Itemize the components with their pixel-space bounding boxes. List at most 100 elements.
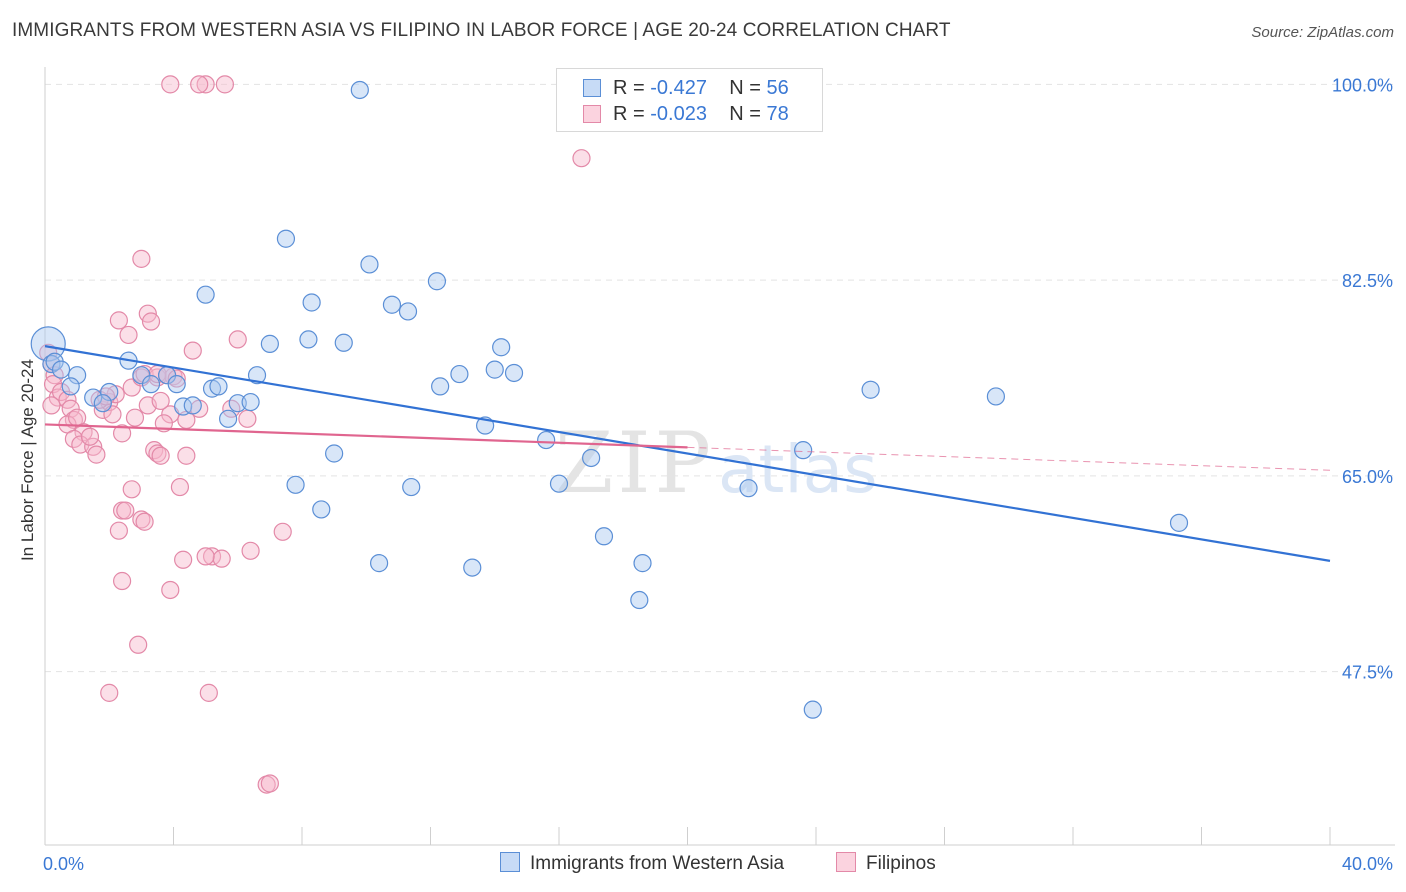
- filipino-point: [112, 424, 132, 443]
- western-asia-point: [427, 272, 447, 291]
- filipino-point: [119, 325, 138, 345]
- legend-swatch-pink: [583, 105, 601, 123]
- filipino-point: [132, 510, 151, 529]
- source-link[interactable]: ZipAtlas.com: [1307, 24, 1394, 41]
- western-asia-point: [196, 285, 215, 304]
- filipinos-points: [39, 75, 591, 794]
- western-asia-point: [219, 409, 238, 428]
- western-asia-point: [42, 354, 61, 374]
- western-asia-point: [61, 377, 80, 396]
- western-asia-point: [276, 229, 296, 248]
- filipino-point: [109, 521, 128, 540]
- western-asia-point: [630, 590, 649, 610]
- western-asia-point: [986, 387, 1006, 406]
- western-asia-point: [594, 527, 614, 546]
- western-asia-point: [582, 448, 601, 468]
- filipinos-trendline: [44, 423, 688, 449]
- filipino-point: [170, 477, 190, 497]
- source-attribution: Source: ZipAtlas.com: [1251, 24, 1394, 41]
- western-asia-point: [861, 380, 880, 399]
- legend-n-label: N =: [729, 77, 767, 99]
- western-asia-point: [260, 334, 279, 353]
- y-axis-label: In Labor Force | Age 20-24: [18, 359, 37, 561]
- western-asia-point: [485, 360, 504, 379]
- legend-n-label: N =: [729, 103, 767, 125]
- filipino-point: [61, 399, 80, 418]
- filipino-point: [122, 480, 141, 499]
- western-asia-point: [312, 500, 331, 519]
- filipino-point: [190, 75, 209, 94]
- bottom-legend-western-asia[interactable]: Immigrants from Western Asia: [500, 852, 784, 875]
- bottom-legend-label-blue: Immigrants from Western Asia: [530, 853, 785, 874]
- western-asia-point: [93, 394, 112, 413]
- legend-r-label: R =: [613, 77, 651, 99]
- western-asia-point: [286, 475, 305, 494]
- western-asia-trendline: [44, 345, 1331, 562]
- western-asia-point: [504, 363, 524, 383]
- western-asia-point: [84, 388, 103, 407]
- legend-n-value: 56: [766, 77, 789, 99]
- western-asia-point: [325, 444, 344, 463]
- western-asia-points: [30, 80, 1189, 719]
- western-asia-point: [51, 360, 71, 379]
- y-tick-label: 65.0%: [1342, 467, 1393, 487]
- filipino-point: [129, 635, 148, 654]
- y-tick-label: 47.5%: [1342, 663, 1393, 683]
- correlation-legend: R = -0.427 N = 56 R = -0.023 N = 78: [556, 68, 823, 132]
- filipino-point: [100, 683, 119, 702]
- watermark-zip: ZIP: [555, 414, 715, 512]
- western-asia-point: [241, 392, 260, 412]
- filipino-point: [215, 75, 234, 94]
- source-prefix: Source:: [1251, 24, 1308, 41]
- western-asia-point: [100, 382, 119, 402]
- filipino-point: [116, 501, 135, 520]
- legend-swatch-blue: [583, 79, 601, 97]
- watermark: ZIP atlas: [555, 414, 878, 512]
- western-asia-point: [402, 477, 421, 497]
- filipino-point: [125, 408, 145, 427]
- x-tick-label: 0.0%: [43, 854, 84, 874]
- filipino-point: [132, 249, 151, 268]
- western-asia-point: [350, 80, 369, 100]
- filipino-point: [273, 522, 292, 541]
- western-asia-point: [463, 558, 482, 577]
- bottom-legend-label-pink: Filipinos: [866, 853, 936, 874]
- filipino-point: [148, 444, 167, 463]
- western-asia-point: [302, 293, 321, 312]
- legend-r-label: R =: [613, 103, 651, 125]
- filipino-point: [161, 580, 180, 600]
- western-asia-point: [228, 394, 247, 413]
- filipino-point: [167, 369, 186, 388]
- filipino-point: [42, 396, 61, 415]
- chart-title: IMMIGRANTS FROM WESTERN ASIA VS FILIPINO…: [12, 20, 951, 41]
- western-asia-point: [68, 366, 87, 385]
- filipino-point: [112, 571, 132, 591]
- western-asia-point: [183, 396, 202, 415]
- legend-r-value: -0.023: [650, 103, 707, 125]
- filipino-point: [183, 341, 202, 360]
- western-asia-point: [334, 333, 353, 352]
- western-asia-point: [803, 700, 822, 719]
- filipino-point: [260, 774, 279, 793]
- filipino-point: [572, 149, 591, 168]
- y-tick-label: 82.5%: [1342, 271, 1393, 291]
- tick-labels: 100.0% 82.5% 65.0% 47.5% 0.0% 40.0%: [43, 75, 1393, 874]
- filipino-point: [174, 550, 193, 569]
- bottom-legend-swatch-blue: [500, 852, 520, 872]
- western-asia-point: [537, 430, 556, 450]
- filipino-point: [141, 312, 161, 331]
- axes: [44, 67, 1395, 846]
- filipino-point: [196, 75, 215, 94]
- western-asia-point: [299, 330, 318, 349]
- bottom-legend-filipinos[interactable]: Filipinos: [836, 852, 936, 875]
- filipino-point: [199, 683, 218, 702]
- western-asia-point: [30, 326, 66, 362]
- western-asia-point: [360, 255, 379, 274]
- western-asia-point: [247, 366, 267, 385]
- legend-n-value: 78: [766, 103, 789, 125]
- gridlines: [45, 83, 1395, 673]
- filipino-point: [212, 549, 231, 568]
- filipino-point: [80, 427, 100, 446]
- bottom-legend-swatch-pink: [836, 852, 856, 872]
